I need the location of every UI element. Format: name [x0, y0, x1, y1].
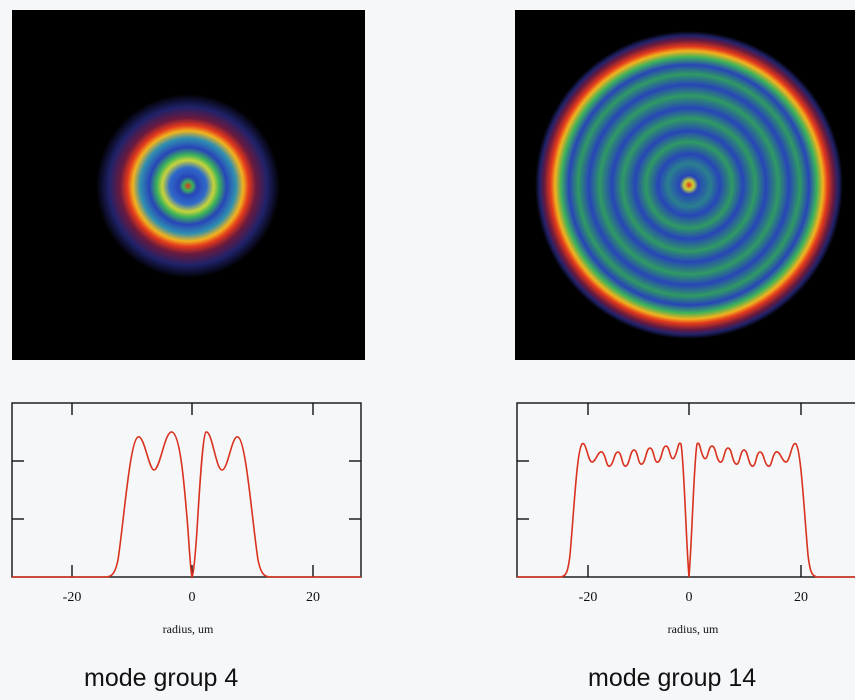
xtick-label-20: 20 [306, 590, 320, 605]
xtick-label-20: 20 [794, 590, 808, 605]
mode-intensity-rings [535, 31, 843, 339]
caption-mode-group-14: mode group 14 [588, 664, 757, 692]
mode-group-14-figure: -20 0 20 radius, um mode group 14 [420, 0, 855, 700]
mode-group-4-svg: -20 0 20 radius, um [11, 10, 365, 636]
mode-group-4-figure: -20 0 20 radius, um mode group 4 [0, 0, 420, 700]
x-axis-label: radius, um [668, 622, 719, 636]
xtick-label-neg20: -20 [579, 590, 598, 605]
xtick-label-0: 0 [686, 590, 693, 605]
xtick-label-neg20: -20 [63, 590, 82, 605]
xtick-label-0: 0 [189, 590, 196, 605]
caption-mode-group-4: mode group 4 [84, 664, 239, 692]
radial-intensity-curve [12, 431, 361, 579]
mode-intensity-rings [96, 94, 280, 278]
profile-plot-frame [11, 402, 362, 578]
profile-plot-frame [516, 402, 855, 578]
radial-intensity-curve [517, 442, 855, 578]
mode-group-14-svg: -20 0 20 radius, um [515, 10, 855, 636]
x-axis-label: radius, um [163, 622, 214, 636]
